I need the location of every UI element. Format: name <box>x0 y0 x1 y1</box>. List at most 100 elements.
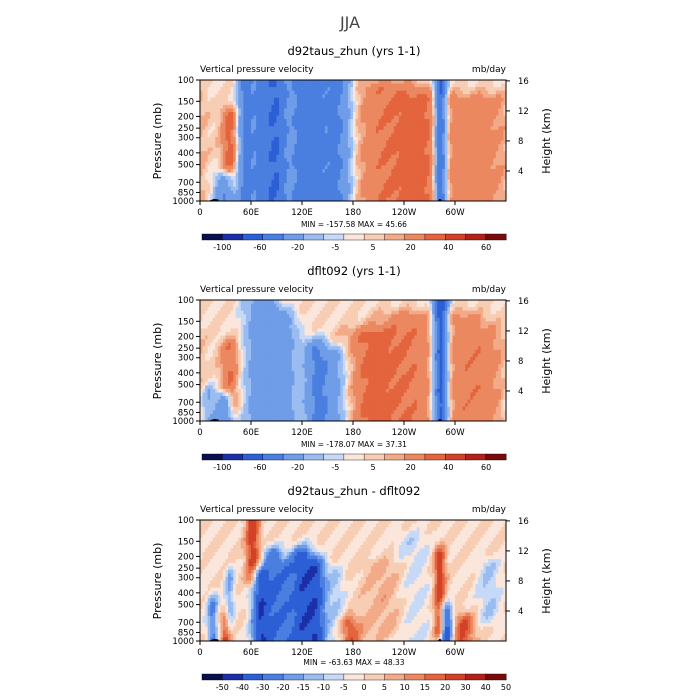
field-cell <box>424 321 428 326</box>
field-cell <box>419 165 423 170</box>
field-cell <box>296 140 300 145</box>
field-cell <box>233 168 237 173</box>
field-cell <box>258 176 262 181</box>
field-cell <box>452 80 456 84</box>
field-cell <box>314 140 318 145</box>
field-cell <box>498 144 502 149</box>
field-cell <box>268 144 272 149</box>
field-cell <box>225 108 229 113</box>
field-cell <box>327 147 331 152</box>
field-cell <box>210 119 214 124</box>
field-cell <box>217 119 221 124</box>
field-cell <box>256 97 260 102</box>
field-cell <box>309 197 313 202</box>
field-cell <box>337 94 341 99</box>
field-cell <box>434 310 438 315</box>
field-cell <box>360 151 364 156</box>
field-cell <box>447 133 451 138</box>
field-cell <box>353 314 356 319</box>
field-cell <box>340 151 344 156</box>
field-cell <box>353 83 356 88</box>
field-cell <box>421 165 425 170</box>
field-cell <box>419 193 423 198</box>
field-cell <box>472 303 476 308</box>
field-cell <box>434 165 438 170</box>
field-cell <box>444 140 448 145</box>
field-cell <box>472 172 476 177</box>
field-cell <box>370 314 374 319</box>
field-cell <box>312 190 316 195</box>
field-cell <box>347 126 351 131</box>
field-cell <box>455 303 458 308</box>
field-cell <box>411 161 415 166</box>
field-cell <box>368 176 372 181</box>
field-cell <box>350 108 354 113</box>
field-cell <box>391 176 395 181</box>
field-cell <box>414 154 418 159</box>
field-cell <box>350 144 354 149</box>
field-cell <box>477 161 481 166</box>
field-cell <box>355 101 359 106</box>
field-cell <box>370 300 374 304</box>
field-cell <box>355 314 359 319</box>
field-cell <box>251 179 254 184</box>
field-cell <box>317 303 321 308</box>
field-cell <box>365 133 369 138</box>
field-cell <box>324 197 328 202</box>
field-cell <box>294 314 298 319</box>
field-cell <box>398 80 402 84</box>
field-cell <box>485 321 489 326</box>
field-cell <box>437 165 441 170</box>
field-cell <box>378 300 382 304</box>
field-cell <box>220 108 224 113</box>
field-cell <box>230 186 234 191</box>
field-cell <box>258 115 262 120</box>
field-cell <box>452 307 456 312</box>
field-cell <box>225 147 229 152</box>
field-cell <box>248 112 252 116</box>
field-cell <box>317 80 321 84</box>
field-cell <box>495 112 499 116</box>
field-cell <box>324 193 328 198</box>
field-cell <box>258 129 262 134</box>
field-cell <box>462 176 466 181</box>
field-cell <box>261 97 265 102</box>
field-cell <box>480 314 484 319</box>
field-cell <box>314 300 318 304</box>
field-cell <box>462 90 466 95</box>
field-cell <box>235 129 239 134</box>
field-cell <box>444 115 448 120</box>
field-cell <box>370 140 374 145</box>
field-cell <box>470 144 474 149</box>
field-cell <box>340 179 344 184</box>
field-cell <box>314 136 318 141</box>
field-cell <box>286 94 290 99</box>
field-cell <box>370 112 374 116</box>
field-cell <box>500 154 504 159</box>
field-cell <box>230 129 234 134</box>
field-cell <box>419 129 423 134</box>
field-cell <box>396 161 400 166</box>
field-cell <box>503 300 507 304</box>
field-cell <box>238 101 242 106</box>
field-cell <box>465 97 469 102</box>
field-cell <box>291 303 295 308</box>
field-cell <box>220 197 224 202</box>
field-cell <box>381 190 384 195</box>
field-cell <box>350 104 354 109</box>
field-cell <box>495 151 499 156</box>
field-cell <box>477 101 481 106</box>
field-cell <box>222 321 226 326</box>
field-cell <box>365 147 369 152</box>
field-cell <box>381 80 384 84</box>
field-cell <box>202 83 206 88</box>
field-cell <box>299 80 303 84</box>
field-cell <box>273 193 277 198</box>
field-cell <box>493 300 497 304</box>
field-cell <box>383 186 387 191</box>
field-cell <box>495 136 499 141</box>
field-cell <box>245 307 249 312</box>
field-cell <box>416 165 420 170</box>
field-cell <box>235 144 239 149</box>
field-cell <box>416 108 420 113</box>
